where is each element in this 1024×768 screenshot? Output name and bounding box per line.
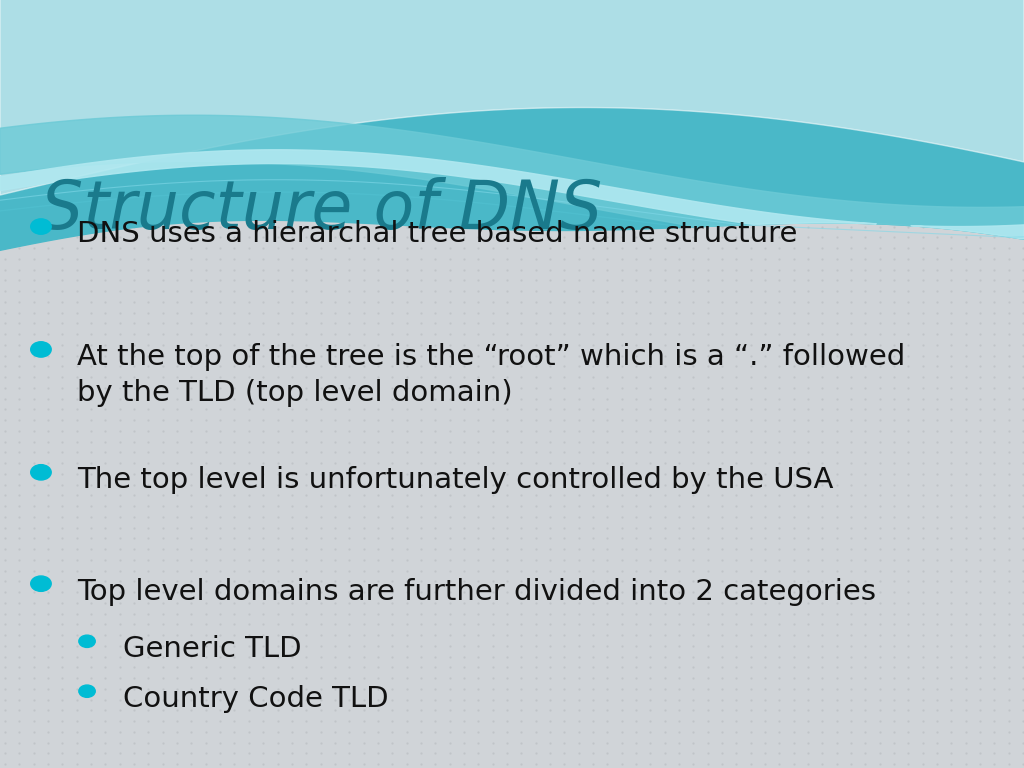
Text: Top level domains are further divided into 2 categories: Top level domains are further divided in… xyxy=(77,578,876,605)
Circle shape xyxy=(79,635,95,647)
Circle shape xyxy=(31,465,51,480)
Text: The top level is unfortunately controlled by the USA: The top level is unfortunately controlle… xyxy=(77,466,834,494)
Circle shape xyxy=(31,219,51,234)
Circle shape xyxy=(31,576,51,591)
Text: DNS uses a hierarchal tree based name structure: DNS uses a hierarchal tree based name st… xyxy=(77,220,797,248)
Circle shape xyxy=(79,685,95,697)
Text: Country Code TLD: Country Code TLD xyxy=(123,685,388,713)
Text: Generic TLD: Generic TLD xyxy=(123,635,301,663)
Text: At the top of the tree is the “root” which is a “.” followed
by the TLD (top lev: At the top of the tree is the “root” whi… xyxy=(77,343,905,407)
Circle shape xyxy=(31,342,51,357)
Text: Structure of DNS: Structure of DNS xyxy=(41,177,602,243)
